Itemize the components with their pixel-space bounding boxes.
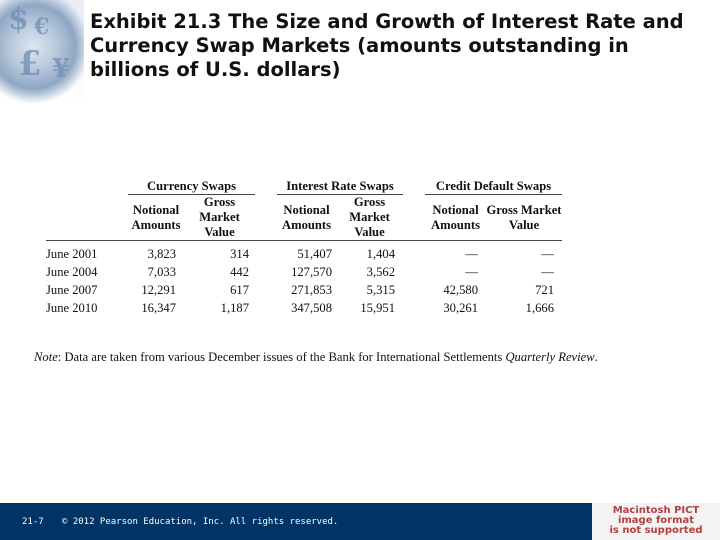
table-cell: 7,033 <box>147 265 176 279</box>
pict-line: is not supported <box>609 525 703 536</box>
table-cell: 3,562 <box>366 265 395 279</box>
note-text: : Data are taken from various December i… <box>57 350 506 364</box>
group-credit-default-swaps: Credit Default Swaps <box>425 176 562 195</box>
group-interest-rate-swaps: Interest Rate Swaps <box>277 176 403 195</box>
table-cell: 1,666 <box>525 301 554 315</box>
copyright-text: © 2012 Pearson Education, Inc. All right… <box>62 517 339 527</box>
subheader-gross: Gross Market Value <box>349 195 390 239</box>
subheader-row: Notional Amounts Gross Market Value Notion… <box>46 195 562 241</box>
table-cell: 442 <box>230 265 249 279</box>
subheader-notional: Notional Amounts <box>431 202 480 232</box>
pict-placeholder: Macintosh PICT image format is not suppo… <box>592 503 720 540</box>
table-cell: 127,570 <box>291 265 332 279</box>
pict-line: Macintosh PICT <box>612 505 700 516</box>
table-cell: — <box>541 247 554 261</box>
table-cell: 617 <box>230 283 249 297</box>
globe-logo: $ € £ ¥ <box>0 0 84 104</box>
table-cell: 15,951 <box>360 301 395 315</box>
swap-table: Currency Swaps Interest Rate Swaps Credi… <box>46 176 562 317</box>
table-row: June 2007 12,291 617 271,853 5,315 42,58… <box>46 281 562 299</box>
page-number: 21-7 <box>22 517 44 527</box>
row-label: June 2004 <box>46 265 98 279</box>
footer-bar: 21-7 © 2012 Pearson Education, Inc. All … <box>0 503 720 540</box>
exhibit-title: Exhibit 21.3 The Size and Growth of Inte… <box>90 10 684 81</box>
table-row: June 2004 7,033 442 127,570 3,562 — — <box>46 263 562 281</box>
table-cell: 347,508 <box>291 301 332 315</box>
subheader-gross: Gross Market Value <box>486 202 562 232</box>
subheader-notional: Notional Amounts <box>131 202 181 232</box>
table-cell: 42,580 <box>443 283 478 297</box>
pict-line: image format <box>617 515 695 526</box>
row-label: June 2010 <box>46 301 98 315</box>
note-source: Quarterly Review <box>505 350 595 364</box>
table-cell: 314 <box>230 247 249 261</box>
table-cell: 721 <box>535 283 554 297</box>
table-cell: 5,315 <box>366 283 395 297</box>
table-cell: 16,347 <box>141 301 176 315</box>
table-row: June 2001 3,823 314 51,407 1,404 — — <box>46 245 562 263</box>
table-cell: 12,291 <box>141 283 176 297</box>
note-end: . <box>594 350 598 364</box>
table-cell: — <box>465 247 478 261</box>
table-cell: 30,261 <box>443 301 478 315</box>
table-note: Note: Data are taken from various Decemb… <box>34 350 598 365</box>
table-cell: 1,404 <box>366 247 395 261</box>
group-currency-swaps: Currency Swaps <box>128 176 255 195</box>
table-cell: 1,187 <box>220 301 249 315</box>
table-cell: 3,823 <box>147 247 176 261</box>
row-label: June 2001 <box>46 247 98 261</box>
group-header-row: Currency Swaps Interest Rate Swaps Credi… <box>46 176 562 195</box>
row-label: June 2007 <box>46 283 98 297</box>
subheader-notional: Notional Amounts <box>282 202 331 232</box>
table-cell: — <box>541 265 554 279</box>
table-cell: 51,407 <box>297 247 332 261</box>
table-cell: 271,853 <box>291 283 332 297</box>
table-cell: — <box>465 265 478 279</box>
subheader-gross: Gross Market Value <box>199 195 240 239</box>
note-lead: Note <box>34 350 58 364</box>
table-row: June 2010 16,347 1,187 347,508 15,951 30… <box>46 299 562 317</box>
